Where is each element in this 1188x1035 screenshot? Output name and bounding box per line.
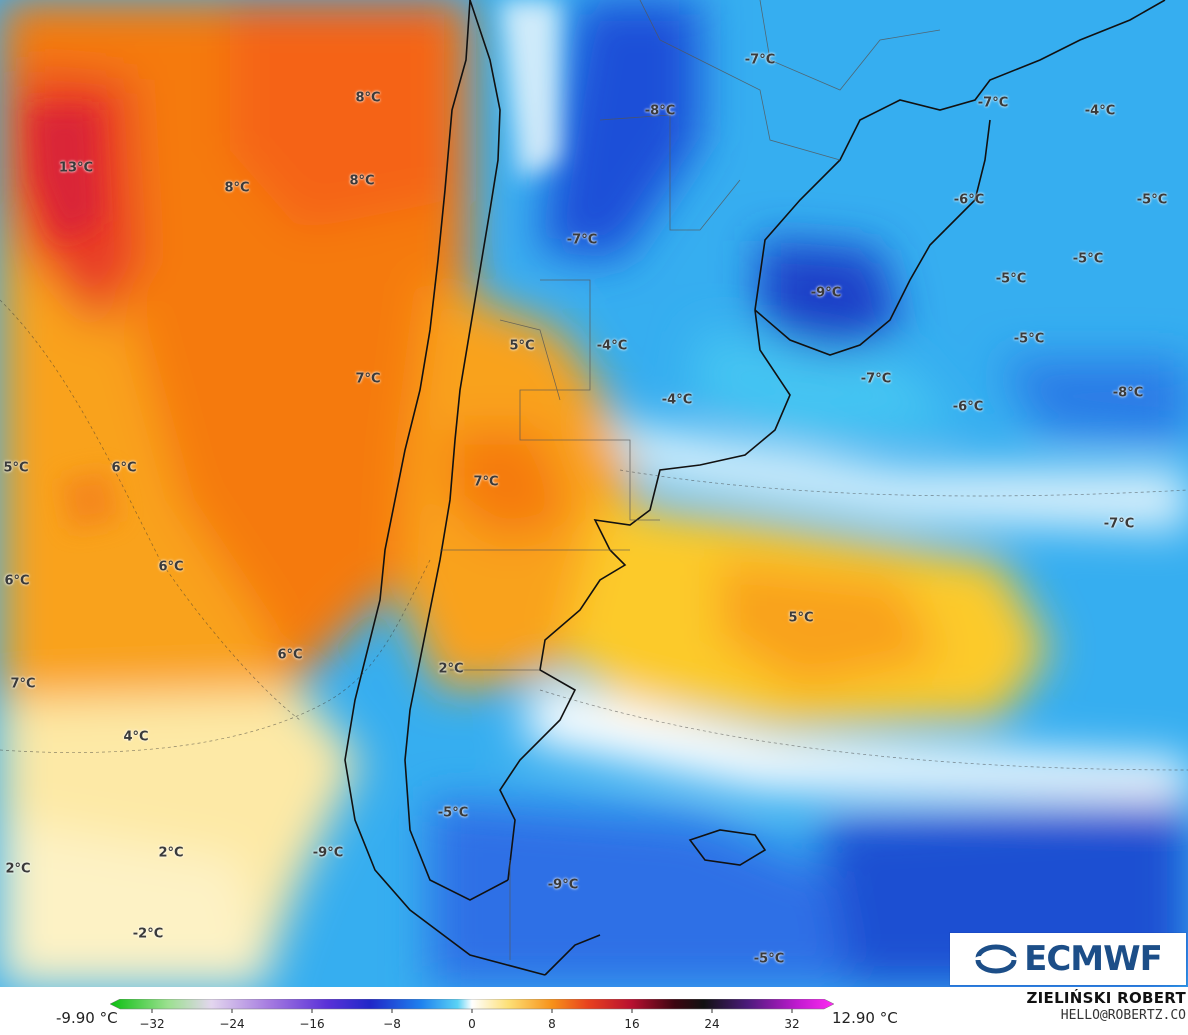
temperature-label: -7°C: [566, 232, 598, 248]
range-min-label: -9.90 °C: [56, 1009, 118, 1027]
temperature-label: -5°C: [995, 271, 1027, 287]
colorbar-tick-label: 32: [784, 1017, 799, 1031]
temperature-label: -7°C: [977, 95, 1009, 111]
legend-area: -9.90 °C: [0, 987, 1188, 1035]
temperature-label: 7°C: [473, 474, 499, 490]
temperature-label: 6°C: [4, 573, 30, 589]
isotherm-lines: [0, 299, 1188, 771]
temperature-label: 6°C: [277, 647, 303, 663]
colorbar-tick-label: −16: [299, 1017, 324, 1031]
author-email: HELLO@ROBERTZ.CO: [1060, 1008, 1186, 1023]
temperature-label: -5°C: [437, 805, 469, 821]
temperature-label: 5°C: [788, 610, 814, 626]
temperature-label: 8°C: [355, 90, 381, 106]
temperature-label: -8°C: [644, 103, 676, 119]
ecmwf-logo-text: ECMWF: [1024, 939, 1163, 979]
ecmwf-logo: ECMWF: [950, 933, 1186, 985]
temperature-label: -7°C: [860, 371, 892, 387]
temperature-label: 8°C: [224, 180, 250, 196]
temperature-label: 4°C: [123, 729, 149, 745]
temperature-label: 8°C: [349, 173, 375, 189]
temperature-label: 5°C: [509, 338, 535, 354]
temperature-label: -9°C: [312, 845, 344, 861]
temperature-label: -7°C: [1103, 516, 1135, 532]
range-max-label: 12.90 °C: [832, 1009, 898, 1027]
colorbar: −32 −24 −16 −8 0 8 16 24 32: [110, 999, 834, 1031]
temperature-label: -5°C: [1072, 251, 1104, 267]
temperature-label: 2°C: [158, 845, 184, 861]
temperature-label: -2°C: [132, 926, 164, 942]
temperature-label: 13°C: [58, 160, 94, 176]
temperature-label: -9°C: [810, 285, 842, 301]
temperature-label: -7°C: [744, 52, 776, 68]
temperature-label: 2°C: [5, 861, 31, 877]
temperature-label: 7°C: [355, 371, 381, 387]
temperature-map: 8°C 13°C 8°C 8°C 7°C 6°C 5°C 6°C 6°C 6°C 7°C 4°C 2°C…: [0, 0, 1188, 987]
temperature-label: -5°C: [753, 951, 785, 967]
temperature-label: -5°C: [1136, 192, 1168, 208]
coastline: [344, 0, 1166, 976]
temperature-field: [0, 0, 1188, 987]
province-lines: [440, 0, 941, 960]
credit: ZIELIŃSKI ROBERT HELLO@ROBERTZ.CO: [1026, 989, 1186, 1023]
temperature-label: -8°C: [1112, 385, 1144, 401]
temperature-label: -9°C: [547, 877, 579, 893]
temperature-label: -4°C: [661, 392, 693, 408]
temperature-label: 5°C: [3, 460, 29, 476]
colorbar-tick-label: −32: [139, 1017, 164, 1031]
temperature-label: -6°C: [952, 399, 984, 415]
temperature-label: -4°C: [596, 338, 628, 354]
temperature-label: -4°C: [1084, 103, 1116, 119]
temperature-label: 6°C: [111, 460, 137, 476]
colorbar-tick-label: 8: [548, 1017, 556, 1031]
temperature-label: -6°C: [953, 192, 985, 208]
temperature-label: 2°C: [438, 661, 464, 677]
ecmwf-logo-icon: [975, 944, 1017, 974]
colorbar-tick-label: −8: [383, 1017, 401, 1031]
colorbar-tick-label: 16: [624, 1017, 639, 1031]
temperature-label: 6°C: [158, 559, 184, 575]
author-name: ZIELIŃSKI ROBERT: [1026, 989, 1186, 1007]
colorbar-tick-label: 24: [704, 1017, 719, 1031]
colorbar-tick-label: 0: [468, 1017, 476, 1031]
temperature-label: -5°C: [1013, 331, 1045, 347]
colorbar-tick-label: −24: [219, 1017, 244, 1031]
falkland-islands: [688, 829, 767, 866]
temperature-label: 7°C: [10, 676, 36, 692]
